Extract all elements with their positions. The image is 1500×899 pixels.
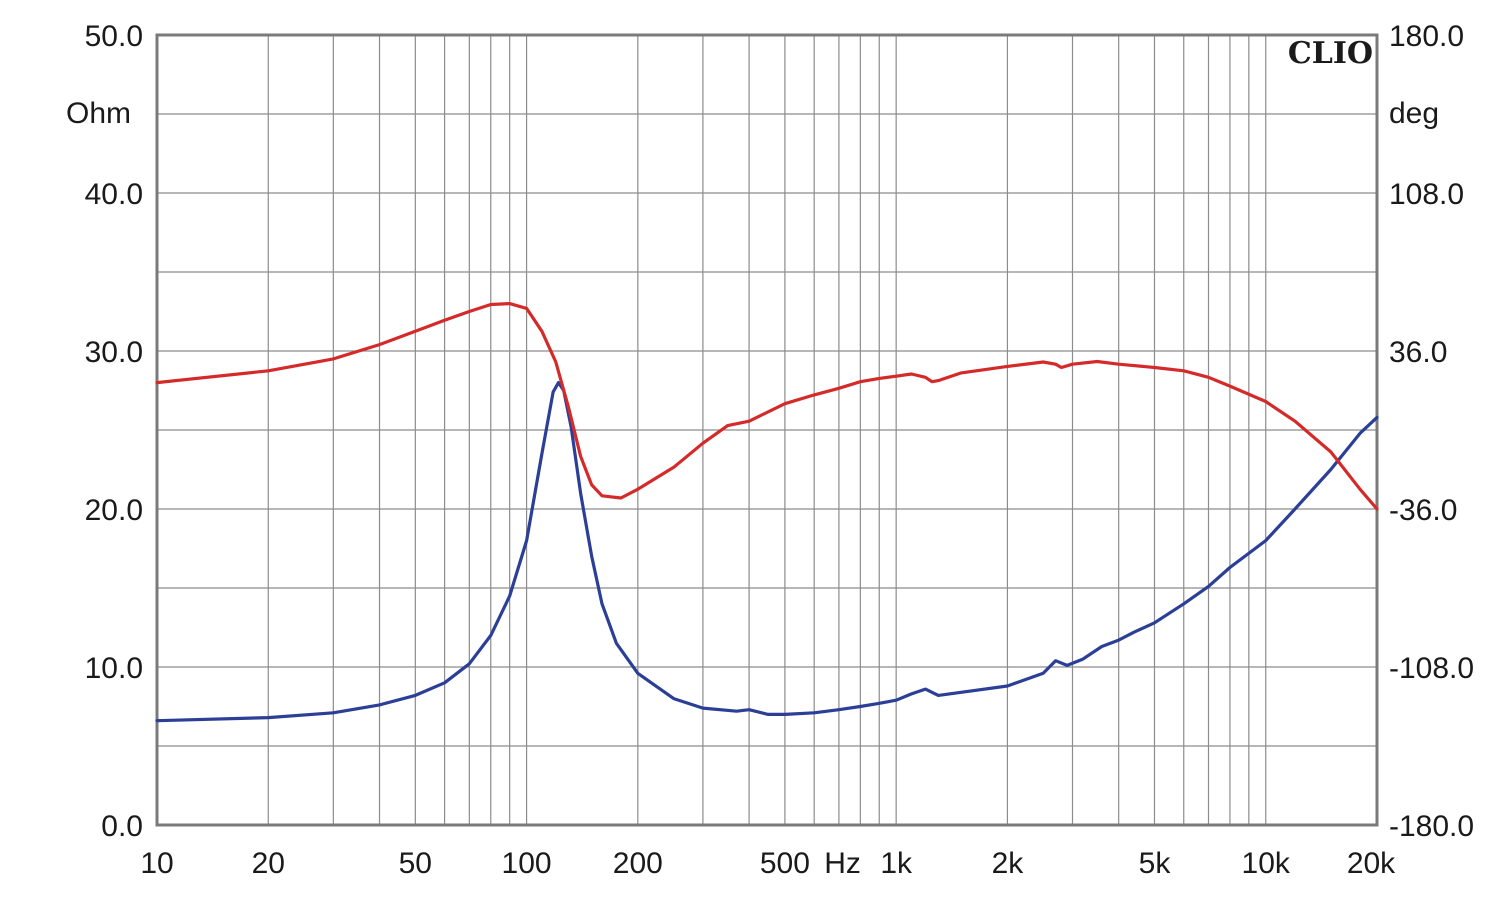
left-tick-label: 50.0: [85, 20, 143, 53]
x-tick-label: 500: [760, 847, 810, 880]
x-tick-label: 100: [502, 847, 552, 880]
x-tick-label: 20: [252, 847, 285, 880]
right-tick-label: 180.0: [1389, 20, 1464, 53]
right-tick-label: 36.0: [1389, 336, 1447, 369]
series-layer: [155, 302, 1379, 723]
phase-curve-line: [155, 302, 1379, 511]
x-axis-ticks: 10 20 50 100 200 500 1k 2k 5k 10k 20k Hz: [140, 847, 1396, 880]
left-tick-label: 20.0: [85, 494, 143, 527]
left-tick-label: 10.0: [85, 652, 143, 685]
grid: [157, 35, 1377, 825]
clio-brand-label: CLIO: [1288, 36, 1373, 71]
right-axis-ticks: -180.0 -108.0 -36.0 36.0 108.0 180.0: [1389, 20, 1474, 843]
left-tick-label: 0.0: [101, 810, 143, 843]
left-tick-label: 30.0: [85, 336, 143, 369]
impedance-curve-line: [155, 381, 1379, 723]
right-axis-unit: deg: [1389, 97, 1439, 130]
x-tick-label: 2k: [992, 847, 1025, 880]
x-tick-label: 10: [140, 847, 173, 880]
right-tick-label: -180.0: [1389, 810, 1474, 843]
plot-frame: [155, 33, 1379, 827]
left-axis-unit: Ohm: [66, 97, 131, 130]
left-tick-label: 40.0: [85, 178, 143, 211]
x-tick-label: 50: [399, 847, 432, 880]
right-tick-label: -36.0: [1389, 494, 1457, 527]
left-axis-ticks: 0.0 10.0 20.0 30.0 40.0 50.0: [85, 20, 143, 843]
x-axis-unit: Hz: [824, 847, 861, 880]
x-tick-label: 5k: [1139, 847, 1172, 880]
x-tick-label: 200: [613, 847, 663, 880]
right-tick-label: -108.0: [1389, 652, 1474, 685]
x-tick-label: 1k: [880, 847, 913, 880]
right-tick-label: 108.0: [1389, 178, 1464, 211]
x-tick-label: 20k: [1347, 847, 1396, 880]
x-tick-label: 10k: [1242, 847, 1291, 880]
